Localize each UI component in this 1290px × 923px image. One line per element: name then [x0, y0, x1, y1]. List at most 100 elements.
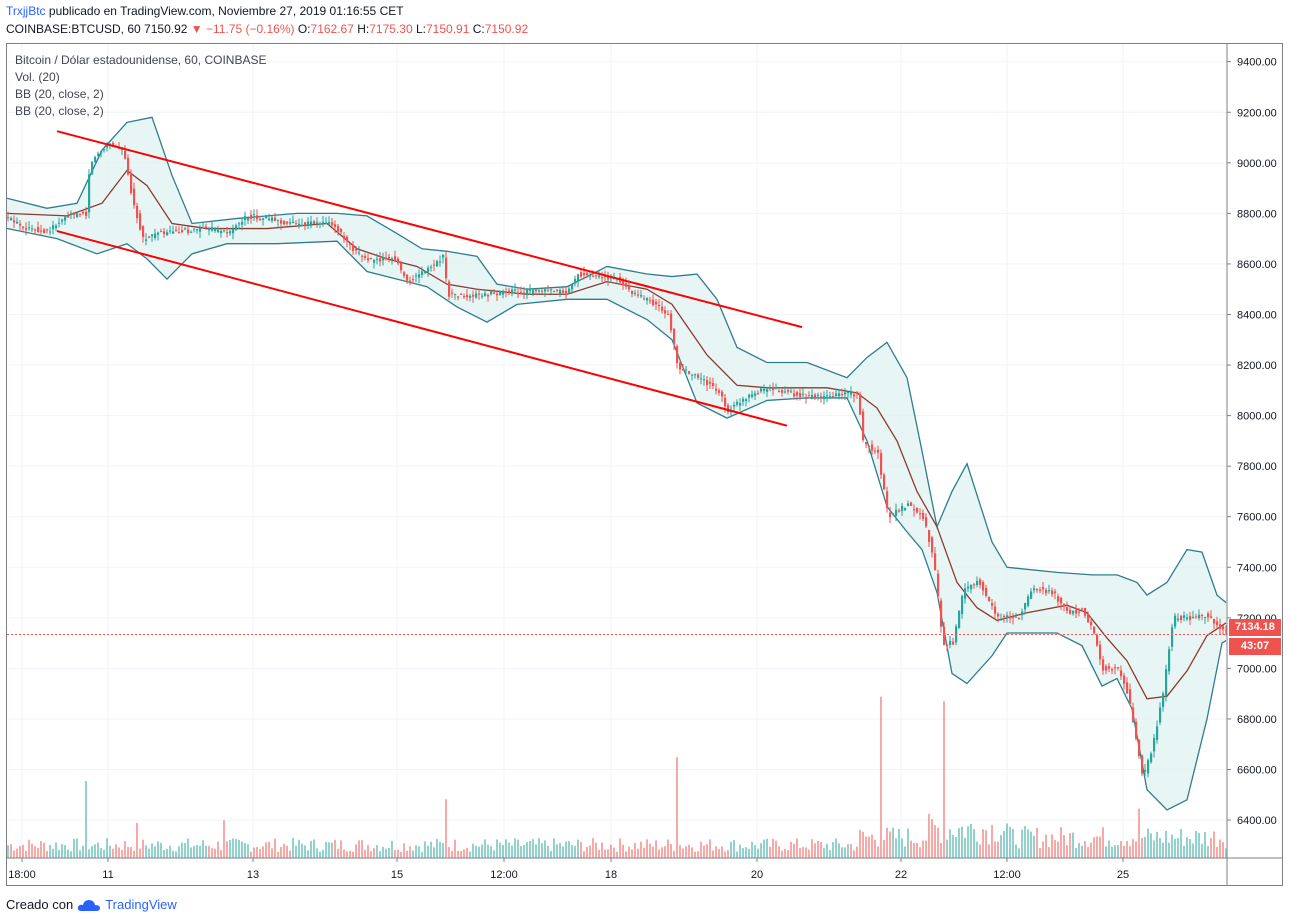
- volume-bar: [172, 850, 174, 858]
- candle-body: [37, 227, 40, 233]
- volume-bar: [1057, 841, 1059, 858]
- candle-body: [1156, 726, 1159, 740]
- candle-body: [835, 393, 838, 397]
- chart-frame[interactable]: [6, 43, 1283, 886]
- candle-body: [526, 289, 529, 295]
- candle-body: [859, 394, 862, 415]
- candle-body: [502, 291, 505, 295]
- candle-body: [460, 293, 463, 295]
- candle-body: [910, 502, 913, 506]
- candle-body: [952, 641, 955, 645]
- volume-bar: [457, 850, 459, 858]
- volume-bar: [124, 841, 126, 858]
- volume-bar: [439, 841, 441, 858]
- volume-bar: [1102, 827, 1104, 858]
- candle-body: [1105, 666, 1108, 671]
- volume-bar: [1033, 835, 1035, 858]
- volume-bar: [1066, 845, 1068, 858]
- volume-bar: [670, 844, 672, 858]
- volume-bar: [280, 846, 282, 858]
- volume-bar: [376, 845, 378, 858]
- candle-body: [178, 232, 181, 234]
- tradingview-brand[interactable]: TradingView: [105, 897, 177, 912]
- candle-body: [1018, 618, 1021, 620]
- volume-bar: [511, 845, 513, 858]
- candle-body: [1153, 738, 1156, 752]
- volume-bar: [151, 843, 153, 858]
- candle-body: [253, 214, 256, 216]
- candle-body: [949, 640, 952, 645]
- volume-bar: [694, 851, 696, 858]
- candle-body: [721, 391, 724, 397]
- footer: Creado con TradingView: [6, 897, 177, 912]
- volume-bar: [883, 839, 885, 858]
- volume-bar: [973, 829, 975, 858]
- candle-body: [589, 275, 592, 277]
- volume-bar: [1090, 842, 1092, 858]
- candle-body: [301, 224, 304, 226]
- candle-body: [829, 395, 832, 397]
- author-link[interactable]: TrxjjBtc: [6, 4, 46, 18]
- candle-body: [547, 290, 550, 292]
- volume-bar: [1123, 845, 1125, 858]
- candle-body: [715, 388, 718, 391]
- candle-body: [154, 233, 157, 238]
- candle-body: [196, 229, 199, 231]
- candle-body: [1030, 591, 1033, 599]
- candle-body: [850, 391, 853, 395]
- candle-body: [940, 600, 943, 627]
- volume-bar: [577, 839, 579, 858]
- volume-bar: [682, 848, 684, 858]
- candle-body: [946, 644, 949, 646]
- candle-body: [694, 374, 697, 376]
- volume-bar: [751, 841, 753, 858]
- candle-body: [934, 553, 937, 571]
- volume-bar: [1141, 838, 1143, 858]
- candle-body: [322, 221, 325, 223]
- candle-body: [658, 304, 661, 307]
- candle-body: [505, 291, 508, 293]
- candle-body: [217, 229, 220, 233]
- candle-body: [970, 585, 973, 590]
- candle-body: [358, 252, 361, 254]
- candle-body: [823, 396, 826, 400]
- volume-bar: [817, 840, 819, 858]
- symbol-label: COINBASE:BTCUSD, 60: [6, 22, 141, 36]
- volume-bar: [853, 850, 855, 858]
- volume-bar: [1159, 837, 1161, 858]
- bb-basis-line: [6, 169, 1227, 700]
- volume-bar: [1021, 829, 1023, 858]
- candle-body: [736, 401, 739, 405]
- candle-body: [748, 394, 751, 398]
- candle-body: [556, 289, 559, 291]
- candle-body: [1081, 608, 1084, 610]
- candle-body: [784, 391, 787, 393]
- candle-body: [376, 258, 379, 260]
- volume-bar: [301, 843, 303, 858]
- volume-bar: [268, 841, 270, 858]
- volume-bar: [91, 846, 93, 858]
- volume-bar: [1051, 834, 1053, 858]
- candle-body: [367, 258, 370, 261]
- candle-body: [586, 272, 589, 276]
- volume-bar: [460, 851, 462, 858]
- volume-bar: [1150, 833, 1152, 858]
- candle-body: [457, 296, 460, 298]
- y-tick-label: 7400.00: [1237, 562, 1277, 574]
- candle-body: [1201, 614, 1204, 616]
- candle-body: [55, 225, 58, 228]
- candle-body: [592, 275, 595, 277]
- volume-bar: [79, 850, 81, 858]
- candle-body: [220, 231, 223, 234]
- candle-body: [1165, 669, 1168, 696]
- candle-body: [1075, 609, 1078, 614]
- volume-bar: [199, 845, 201, 858]
- candle-body: [1147, 760, 1150, 774]
- candle-body: [229, 231, 232, 234]
- volume-bar: [838, 843, 840, 858]
- candle-body: [568, 288, 571, 293]
- volume-bar: [607, 849, 609, 858]
- volume-bar: [97, 842, 99, 858]
- volume-bar: [1192, 843, 1194, 858]
